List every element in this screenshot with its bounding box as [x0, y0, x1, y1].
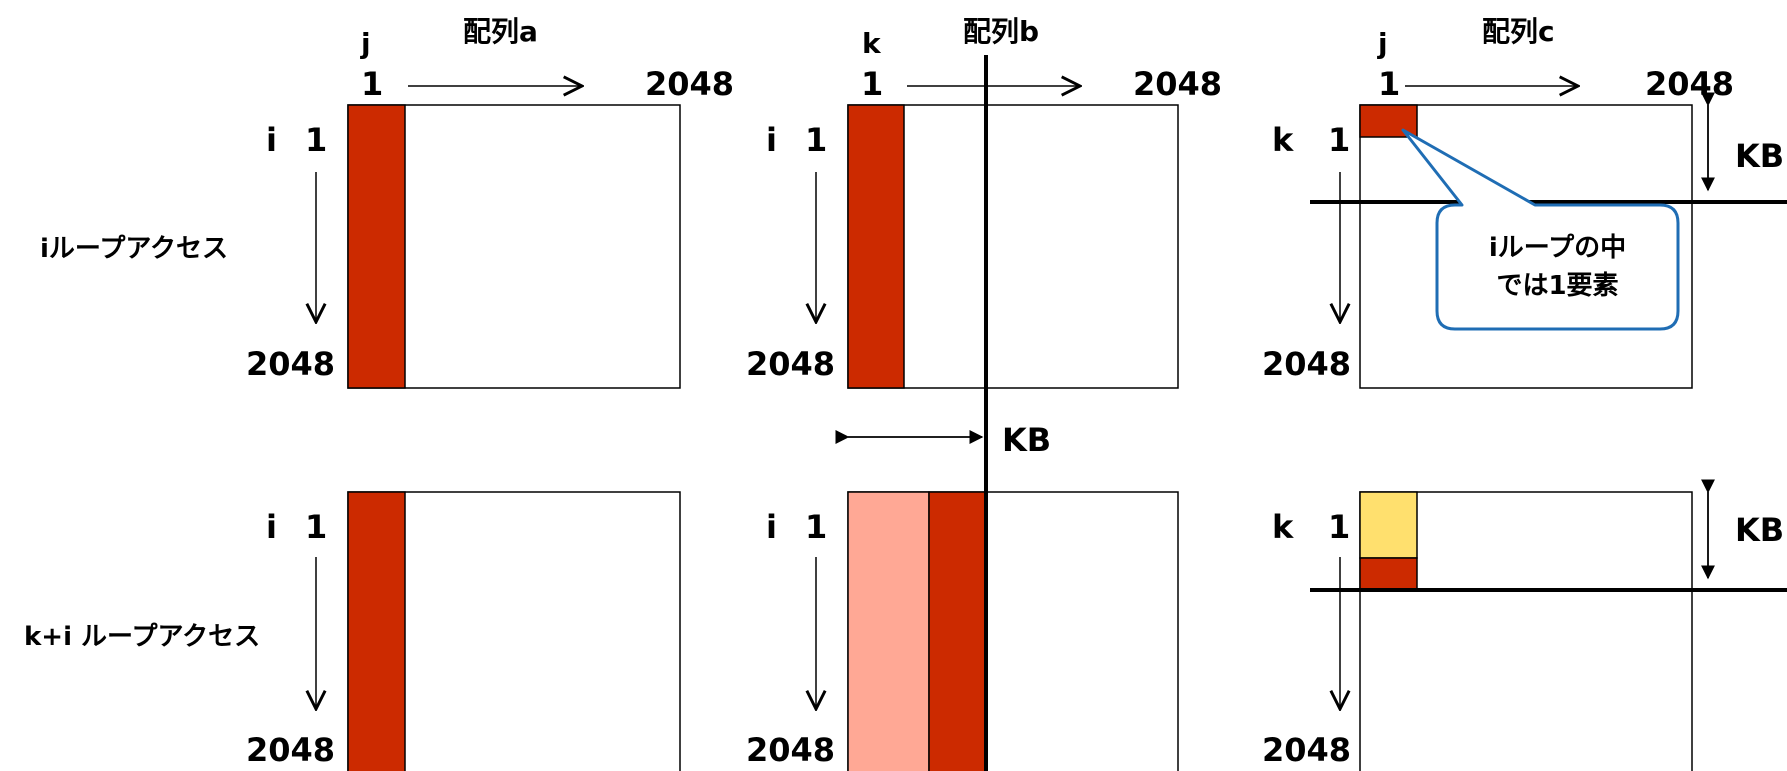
matrix-a-top-column: [347, 104, 406, 389]
array-c-title: 配列c: [1482, 15, 1555, 48]
array-b-col-var: k: [862, 27, 881, 60]
c-top-row-end: 2048: [1262, 345, 1352, 383]
callout-line-2: では1要素: [1496, 271, 1619, 301]
matrix-a-bottom-column: [347, 491, 406, 771]
b-top-row-var: i: [766, 121, 777, 159]
b-bottom-row-start: 1: [805, 508, 828, 546]
array-c-col-end: 2048: [1645, 65, 1735, 103]
kb-label-c-bottom: KB: [1735, 511, 1785, 549]
array-a-col-var: j: [361, 27, 371, 60]
array-a-title: 配列a: [463, 15, 538, 48]
callout-text: iループの中 では1要素: [1437, 229, 1678, 305]
b-bottom-row-end: 2048: [746, 731, 836, 769]
matrix-c-top-element: [1359, 104, 1418, 138]
c-top-row-var: k: [1272, 121, 1294, 159]
matrix-c-bottom-block-previous: [1359, 491, 1418, 559]
a-top-row-end: 2048: [246, 345, 336, 383]
c-bottom-row-end: 2048: [1262, 731, 1352, 769]
matrix-c-bottom-block-current: [1359, 557, 1418, 591]
array-b-col-start: 1: [861, 65, 884, 103]
kb-label-middle: KB: [1002, 421, 1052, 459]
a-top-row-var: i: [266, 121, 277, 159]
array-c-col-start: 1: [1378, 65, 1401, 103]
callout-line-1: iループの中: [1488, 233, 1627, 263]
array-c-col-var: j: [1378, 27, 1388, 60]
array-a-col-end: 2048: [645, 65, 735, 103]
array-b-col-end: 2048: [1133, 65, 1223, 103]
c-bottom-row-var: k: [1272, 508, 1294, 546]
a-top-row-start: 1: [305, 121, 328, 159]
b-top-row-end: 2048: [746, 345, 836, 383]
matrix-b-bottom-block-current: [928, 491, 987, 771]
b-top-row-start: 1: [805, 121, 828, 159]
a-bottom-row-start: 1: [305, 508, 328, 546]
array-b-title: 配列b: [963, 15, 1040, 48]
array-a-col-start: 1: [361, 65, 384, 103]
matrix-b-bottom-block-previous: [847, 491, 930, 771]
kb-label-c-top: KB: [1735, 137, 1785, 175]
matrix-b-top-column: [847, 104, 905, 389]
row-label-i-loop: iループアクセス: [40, 234, 229, 264]
b-bottom-row-var: i: [766, 508, 777, 546]
a-bottom-row-end: 2048: [246, 731, 336, 769]
row-label-ki-loop: k+i ループアクセス: [24, 622, 261, 652]
c-top-row-start: 1: [1328, 121, 1351, 159]
c-bottom-row-start: 1: [1328, 508, 1351, 546]
callout-bubble: [1401, 128, 1680, 331]
a-bottom-row-var: i: [266, 508, 277, 546]
